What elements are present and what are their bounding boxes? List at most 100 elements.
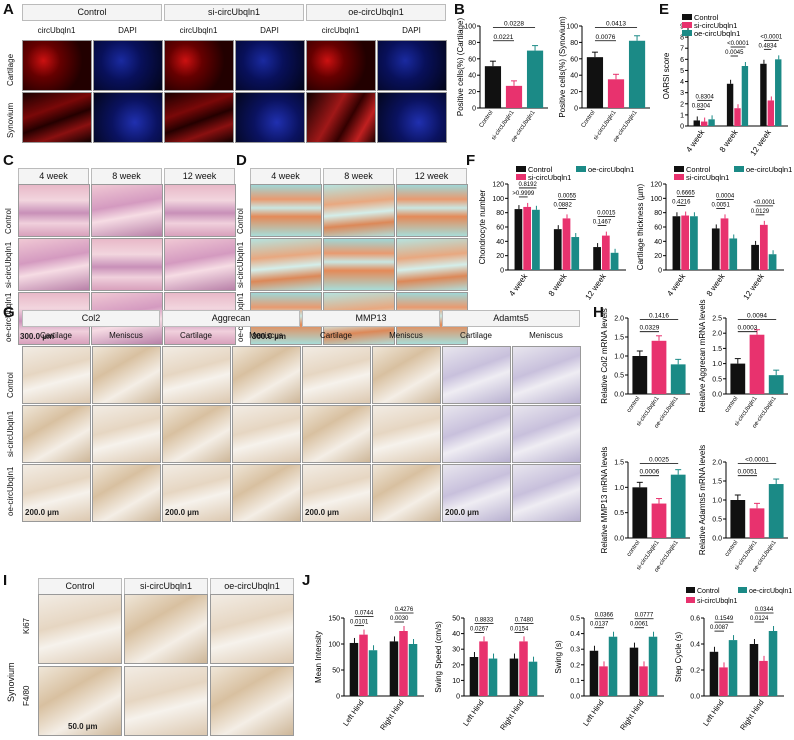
dapi-image <box>377 92 447 143</box>
p-value-label: 0.6665 <box>676 191 695 197</box>
x-tick-label: 4 week <box>665 271 687 298</box>
x-tick-label: 8 week <box>705 271 727 298</box>
y-tick-label: 3 <box>680 90 684 97</box>
ihc-image <box>162 346 231 404</box>
y-tick-label: 30 <box>452 647 460 654</box>
panel-a-sub-header: DAPI <box>402 26 421 35</box>
y-tick-label: 20 <box>654 253 662 260</box>
panel-label-c: C <box>3 152 14 169</box>
bar <box>526 50 544 108</box>
bar <box>670 474 686 538</box>
dapi-image <box>93 40 163 91</box>
x-tick-label: control <box>626 396 641 414</box>
histology-image <box>91 184 163 237</box>
legend-label: si-circUbqln1 <box>528 173 571 182</box>
bar <box>368 650 378 696</box>
y-tick-label: 2.0 <box>614 316 624 323</box>
y-tick-label: 0.5 <box>712 517 722 524</box>
legend-label: si-circUbqln1 <box>697 598 738 605</box>
bar <box>670 364 686 394</box>
legend-swatch <box>734 166 744 172</box>
panel-g-marker-header: Adamts5 <box>442 310 580 327</box>
p-value-label: 0.0777 <box>635 613 654 619</box>
y-tick-label: 20 <box>570 89 578 96</box>
legend-swatch <box>674 166 684 172</box>
ihc-synovium-image <box>124 666 208 736</box>
circubqln1-image <box>22 40 92 91</box>
y-tick-label: 1 <box>680 112 684 119</box>
y-tick-label: 120 <box>492 182 504 189</box>
panel-a-sub-header: circUbqln1 <box>179 26 218 35</box>
bar <box>601 235 610 270</box>
y-tick-label: 60 <box>496 225 504 232</box>
legend-swatch <box>682 14 692 20</box>
y-axis-label: OARSI score <box>662 52 671 99</box>
y-tick-label: 80 <box>570 40 578 47</box>
x-tick-label: control <box>626 540 641 558</box>
p-value-label: 0.0137 <box>590 622 609 628</box>
y-tick-label: 10 <box>452 678 460 685</box>
panel-a-group-header: oe-circUbqln1 <box>306 4 446 21</box>
legend-label: Control <box>528 165 553 174</box>
p-value-label: 0.0744 <box>355 611 374 617</box>
p-value-label: 0.4276 <box>395 607 414 613</box>
histology-row-label: si-circUbqln1 <box>4 241 13 288</box>
ihc-image <box>302 346 371 404</box>
y-tick-label: 20 <box>452 662 460 669</box>
ihc-image <box>302 405 371 463</box>
bar <box>681 215 690 270</box>
y-tick-label: 0.2 <box>690 668 700 675</box>
x-tick-label: 4 week <box>684 127 706 154</box>
legend-swatch <box>674 174 684 180</box>
y-axis-label: Relative Aggrecan mRNA levels <box>698 300 707 413</box>
bar <box>741 66 749 126</box>
legend-label: Control <box>697 588 720 595</box>
y-tick-label: 0.3 <box>570 647 580 654</box>
legend-j: Control si-circUbqln1 oe-circUbqln1 <box>686 587 792 605</box>
panel-i-row-label: F4/80 <box>22 685 31 706</box>
y-tick-label: 60 <box>468 56 476 63</box>
y-tick-label: 40 <box>468 73 476 80</box>
p-value-label: <0.0001 <box>727 41 750 47</box>
bar <box>639 666 648 696</box>
p-value-label: 0.0154 <box>510 626 529 632</box>
bar <box>562 218 571 270</box>
panel-g-sub-header: Cartilage <box>39 331 72 340</box>
p-value-label: 0.8192 <box>518 182 537 188</box>
bar <box>571 237 580 270</box>
bar <box>628 40 646 108</box>
p-value-label: 0.0051 <box>737 469 757 476</box>
histology-image <box>18 238 90 291</box>
bar <box>709 651 719 696</box>
ihc-synovium-image <box>210 594 294 664</box>
y-tick-label: 1.0 <box>614 485 624 492</box>
y-tick-label: 100 <box>464 24 476 31</box>
legend-swatch <box>516 166 526 172</box>
legend-swatch <box>516 174 526 180</box>
y-tick-label: 100 <box>328 642 340 649</box>
y-tick-label: 0.2 <box>570 662 580 669</box>
y-axis-label: Chondrocyte number <box>478 189 487 264</box>
ihc-image <box>442 405 511 463</box>
y-tick-label: 80 <box>468 40 476 47</box>
bar <box>610 252 619 270</box>
y-tick-label: 100 <box>566 24 578 31</box>
bar <box>514 209 523 270</box>
panel-a-sub-header: DAPI <box>260 26 279 35</box>
p-value-label: 0.0030 <box>390 616 409 622</box>
y-tick-label: 0.4 <box>570 631 580 638</box>
bar <box>469 657 479 696</box>
dapi-image <box>377 40 447 91</box>
histology-col-header: 12 week <box>396 168 467 185</box>
y-tick-label: 0.0 <box>614 392 624 399</box>
ihc-synovium-image <box>38 666 122 736</box>
y-tick-label: 0.0 <box>690 694 700 701</box>
chart-h-col2: 0.0 0.5 1.0 1.5 2.0 Relative Col2 mRNA levels… <box>600 308 690 429</box>
bar <box>672 216 681 270</box>
y-tick-label: 50 <box>452 616 460 623</box>
p-value-label: 0.0045 <box>725 50 744 56</box>
p-value-label: 0.0882 <box>553 202 572 208</box>
bar <box>523 206 532 270</box>
